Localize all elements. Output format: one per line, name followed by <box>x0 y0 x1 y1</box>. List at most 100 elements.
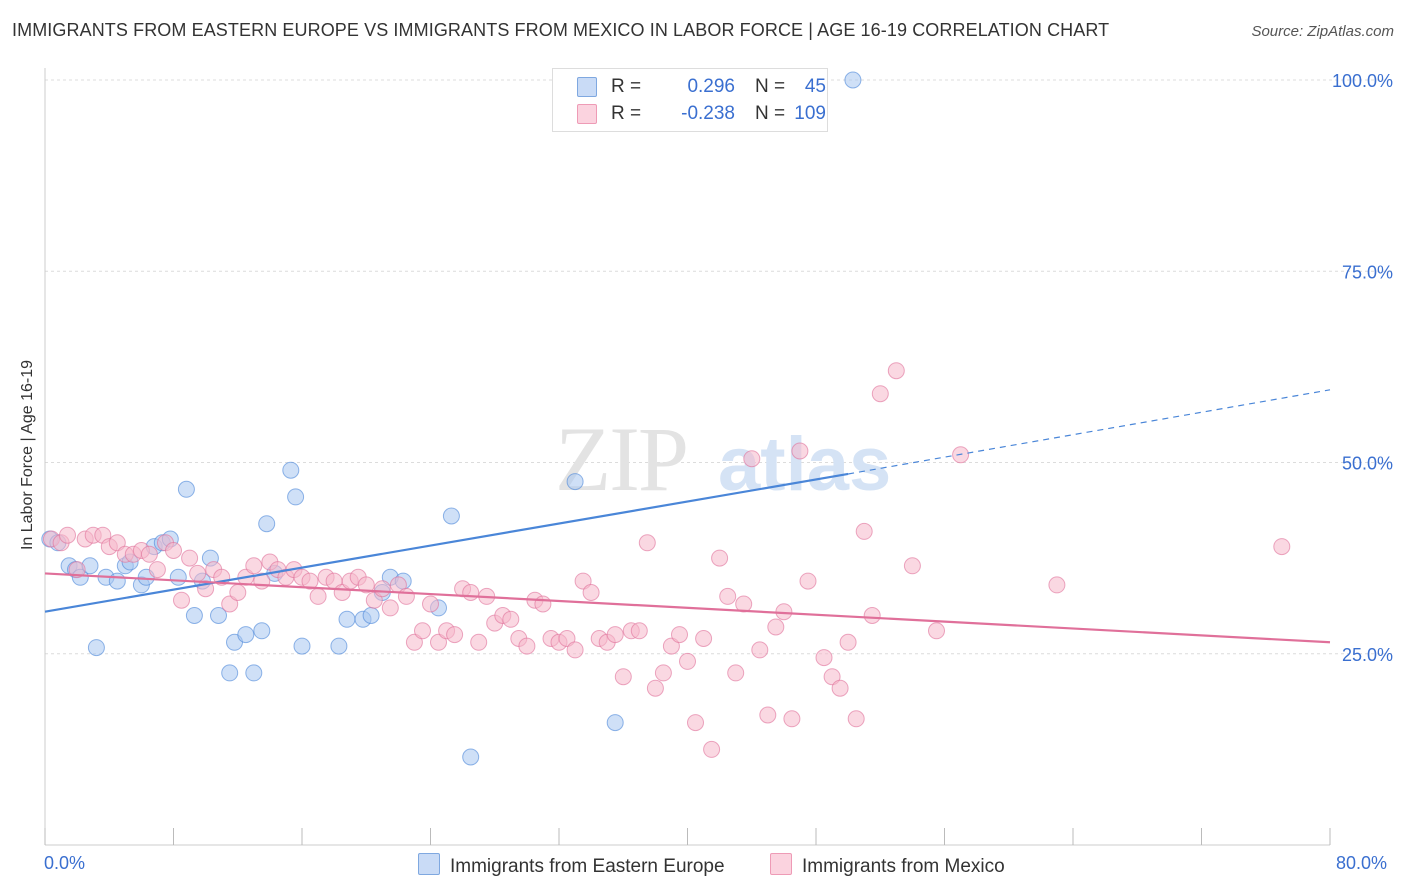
data-point-mexico <box>671 626 688 644</box>
legend-item-eastern-europe: Immigrants from Eastern Europe <box>418 853 725 878</box>
data-point-mexico <box>405 633 423 651</box>
data-point-mexico <box>767 618 785 636</box>
legend-swatch-blue <box>577 77 597 97</box>
r-value: -0.238 <box>681 103 735 124</box>
data-point-mexico <box>630 622 648 640</box>
y-tick-label: 50.0% <box>1342 454 1393 474</box>
y-tick-label: 25.0% <box>1342 645 1393 665</box>
data-point-eastern-europe <box>258 515 276 533</box>
data-point-eastern-europe <box>221 664 239 682</box>
data-point-mexico <box>839 633 857 651</box>
y-tick-label: 75.0% <box>1342 262 1393 282</box>
y-tick-labels: 25.0% 50.0% 75.0% 100.0% <box>1332 71 1393 665</box>
x-tick-label-min: 0.0% <box>44 853 86 873</box>
data-points <box>41 71 1291 766</box>
data-point-mexico <box>229 584 247 601</box>
data-point-eastern-europe <box>108 572 126 590</box>
data-point-mexico <box>751 641 769 659</box>
data-point-mexico <box>1273 538 1291 556</box>
data-point-mexico <box>173 591 190 609</box>
data-point-mexico <box>245 557 263 575</box>
data-point-mexico <box>189 564 207 582</box>
x-tick-label-max: 80.0% <box>1336 853 1388 873</box>
data-point-mexico <box>470 633 488 651</box>
data-point-mexico <box>165 542 182 559</box>
data-point-eastern-europe <box>330 637 348 655</box>
data-point-mexico <box>654 664 672 682</box>
data-point-mexico <box>518 637 536 655</box>
data-point-mexico <box>373 580 391 598</box>
data-point-eastern-europe <box>462 748 480 766</box>
data-point-mexico <box>831 679 849 697</box>
data-point-eastern-europe <box>282 461 300 479</box>
data-point-mexico <box>863 607 881 624</box>
data-point-eastern-europe <box>185 607 203 624</box>
data-point-mexico <box>309 587 327 605</box>
watermark: ZIP atlas <box>555 408 891 510</box>
data-point-mexico <box>430 633 447 651</box>
data-point-mexico <box>727 664 745 682</box>
data-point-mexico <box>638 534 656 552</box>
data-point-mexico <box>422 595 439 613</box>
data-point-eastern-europe <box>362 607 380 624</box>
data-point-mexico <box>1048 576 1066 594</box>
data-point-eastern-europe <box>210 607 227 624</box>
data-point-mexico <box>606 626 624 644</box>
data-point-mexico <box>614 668 632 686</box>
source-label: Source: ZipAtlas.com <box>1251 23 1394 40</box>
data-point-eastern-europe <box>442 507 460 525</box>
data-point-mexico <box>855 522 873 540</box>
axes <box>44 68 1331 846</box>
data-point-eastern-europe <box>253 622 271 640</box>
data-point-mexico <box>719 587 737 605</box>
data-point-mexico <box>783 710 801 728</box>
data-point-mexico <box>791 442 809 460</box>
series-points <box>42 362 1291 758</box>
data-point-eastern-europe <box>566 473 584 491</box>
data-point-mexico <box>181 549 199 567</box>
data-point-eastern-europe <box>338 610 356 628</box>
svg-text:ZIP: ZIP <box>555 408 687 510</box>
data-point-mexico <box>679 652 696 670</box>
legend-item-mexico: Immigrants from Mexico <box>770 853 1005 878</box>
data-point-mexico <box>703 740 721 758</box>
data-point-eastern-europe <box>87 639 105 657</box>
data-point-eastern-europe <box>237 626 255 644</box>
r-label: R = <box>611 76 642 97</box>
trend-lines <box>44 389 1331 644</box>
data-point-mexico <box>534 595 552 613</box>
data-point-mexico <box>687 714 704 732</box>
data-point-eastern-europe <box>606 714 624 732</box>
legend-swatch-blue <box>418 853 440 875</box>
legend-swatch-pink <box>770 853 792 875</box>
data-point-mexico <box>743 450 761 468</box>
n-value: 45 <box>804 76 826 97</box>
correlation-legend: R = 0.296 N = 45 R = -0.238 N = 109 <box>552 68 828 132</box>
data-point-mexico <box>903 557 921 575</box>
data-point-eastern-europe <box>287 488 305 506</box>
data-point-eastern-europe <box>245 664 263 682</box>
n-label: N = <box>755 103 786 124</box>
data-point-eastern-europe <box>177 480 195 498</box>
data-point-mexico <box>502 610 520 628</box>
legend-swatch-pink <box>577 104 597 124</box>
data-point-eastern-europe <box>844 71 862 89</box>
data-point-mexico <box>759 706 777 724</box>
data-point-mexico <box>582 584 600 601</box>
data-point-mexico <box>381 599 399 617</box>
data-point-mexico <box>140 545 158 563</box>
data-point-mexico <box>695 630 713 647</box>
data-point-mexico <box>566 641 584 659</box>
data-point-mexico <box>301 572 319 590</box>
data-point-mexico <box>735 595 753 613</box>
data-point-mexico <box>887 362 905 380</box>
chart-title: IMMIGRANTS FROM EASTERN EUROPE VS IMMIGR… <box>12 20 1110 40</box>
trend-line-extension <box>848 389 1331 475</box>
data-point-mexico <box>711 549 729 567</box>
data-point-mexico <box>221 595 239 613</box>
data-point-mexico <box>815 649 833 667</box>
data-point-mexico <box>928 622 945 640</box>
y-axis-title: In Labor Force | Age 16-19 <box>19 359 36 551</box>
data-point-mexico <box>59 526 76 544</box>
